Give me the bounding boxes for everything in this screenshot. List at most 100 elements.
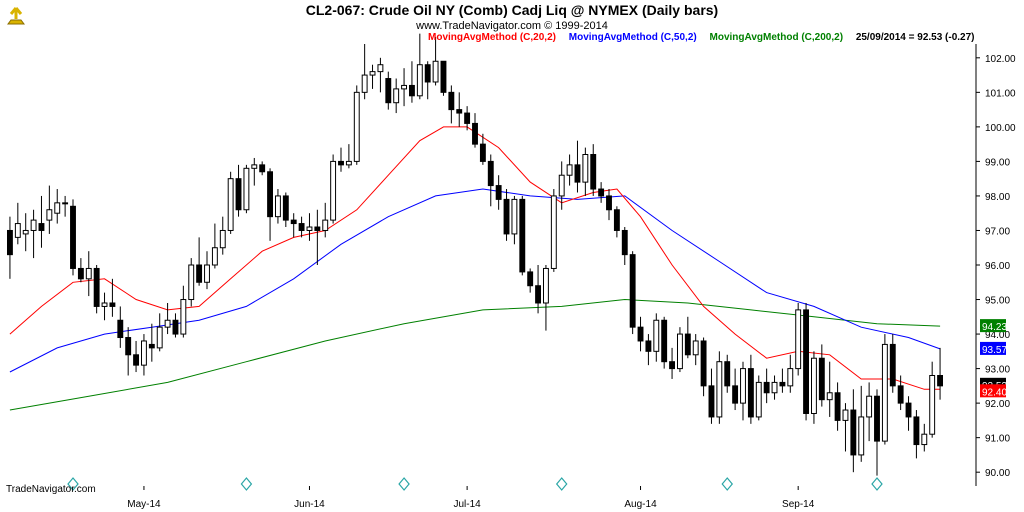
candle-up [740, 368, 746, 404]
candle-up [692, 340, 699, 356]
candle-up [558, 174, 565, 197]
candle-up [361, 74, 368, 93]
candle-up [219, 229, 226, 249]
candle-down [747, 368, 754, 418]
candle-up [54, 202, 61, 214]
candle-down [905, 402, 912, 418]
candle-down [408, 84, 415, 97]
candle-down [606, 195, 612, 211]
price-tick-label: 97.00 [985, 226, 1010, 237]
event-marker-icon [721, 477, 734, 491]
candle-up [542, 267, 549, 304]
legend-ma200: MovingAvgMethod (C,200,2) [709, 32, 844, 43]
candle-down [148, 343, 155, 349]
last-value-label-ma200: 94.23 [982, 322, 1007, 333]
last-value-tag-ma20 [980, 384, 1006, 398]
candle-up [676, 333, 683, 370]
legend-ma50: MovingAvgMethod (C,50,2) [568, 32, 697, 43]
candle-down [803, 309, 810, 414]
candle-down [629, 254, 636, 328]
candle-up [755, 381, 762, 418]
legend-ma20: MovingAvgMethod (C,20,2) [428, 32, 556, 43]
price-tick-label: 94.00 [985, 330, 1010, 341]
candle-up [164, 319, 171, 328]
candle-up [156, 326, 163, 349]
candle-up [46, 209, 53, 221]
candle-up [140, 340, 147, 366]
candle-down [93, 267, 100, 307]
candle-down [519, 198, 526, 273]
candle-down [637, 326, 644, 342]
candle-down [6, 229, 13, 256]
candle-down [645, 340, 652, 352]
candle-down [732, 385, 739, 404]
candle-down [235, 178, 242, 211]
candle-up [274, 195, 281, 218]
candle-down [133, 354, 140, 366]
candle-down [574, 164, 581, 183]
candle-down [527, 271, 534, 287]
candle-down [117, 319, 124, 339]
candle-down [125, 337, 132, 356]
candle-up [22, 229, 29, 235]
candle-up [432, 60, 439, 83]
candle-down [874, 395, 880, 442]
candle-up [881, 343, 888, 442]
candle-down [818, 357, 825, 401]
candle-down [503, 198, 510, 235]
candle-up [401, 84, 408, 90]
candle-down [290, 219, 297, 225]
candle-down [298, 223, 305, 231]
candle-down [172, 319, 179, 335]
price-tick-label: 93.00 [985, 365, 1010, 376]
candle-up [251, 164, 258, 169]
candle-up [353, 91, 360, 162]
candle-down [598, 188, 605, 197]
candle-down [834, 392, 841, 421]
candle-down [440, 60, 447, 93]
candle-up [393, 88, 400, 104]
candle-down [889, 343, 896, 387]
candle-up [842, 409, 849, 421]
candle-up [14, 223, 21, 238]
candle-up [511, 198, 518, 235]
candle-down [77, 267, 84, 280]
event-marker-icon [398, 477, 410, 491]
last-value-label-ma20: 92.40 [982, 387, 1007, 398]
candle-down [109, 302, 116, 307]
candle-up [188, 264, 195, 301]
candle-down [779, 381, 786, 387]
candle-down [385, 78, 392, 104]
candle-down [70, 205, 76, 269]
price-tick-label: 92.00 [985, 399, 1010, 410]
candle-up [330, 160, 337, 221]
event-marker-icon [240, 477, 253, 491]
date-tick-label: Sep-14 [782, 499, 815, 510]
candle-down [850, 409, 857, 456]
candle-up [180, 299, 187, 335]
candle-up [653, 319, 660, 352]
candle-down [464, 112, 471, 124]
candle-up [306, 226, 313, 231]
price-tick-label: 95.00 [985, 296, 1010, 307]
candle-up [416, 64, 423, 97]
price-tick-label: 96.00 [985, 261, 1010, 272]
candle-down [590, 154, 597, 190]
legend-last-value: 25/09/2014 = 92.53 (-0.27) [855, 32, 975, 43]
candle-down [613, 209, 620, 231]
price-tick-label: 98.00 [985, 192, 1010, 203]
candle-down [708, 385, 715, 418]
candle-down [661, 319, 668, 363]
candle-down [196, 264, 203, 283]
candle-down [913, 416, 920, 446]
indicator-legend: MovingAvgMethod (C,20,2) MovingAvgMethod… [428, 32, 985, 44]
price-axis: 90.00 91.00 92.00 93.00 94.00 95.00 96.00 97.00… [975, 44, 1016, 486]
last-value-tag-ma200 [980, 319, 1006, 333]
candle-down [338, 160, 344, 166]
candle-down [448, 91, 455, 111]
date-tick-label: Jul-14 [453, 499, 481, 510]
price-tick-label: 102.00 [985, 54, 1016, 65]
candle-down [479, 143, 486, 162]
price-tick-label: 99.00 [985, 157, 1010, 168]
